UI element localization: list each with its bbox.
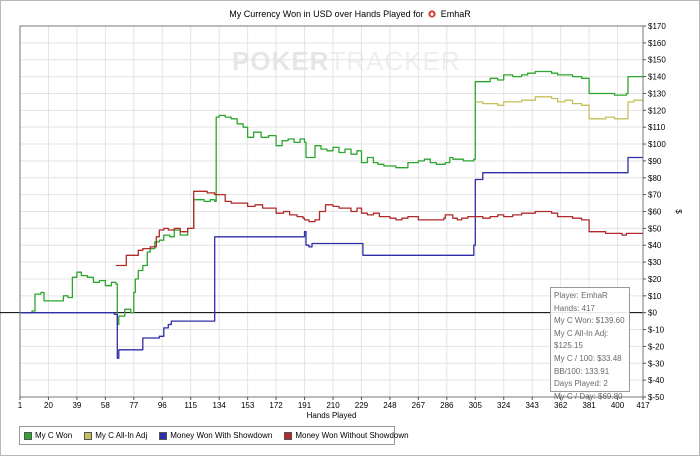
x-tick-label: 324	[497, 401, 511, 410]
legend-item: Money Won With Showdown	[159, 431, 272, 440]
y-tick-label: $10	[648, 292, 662, 301]
x-axis-title: Hands Played	[307, 411, 357, 420]
x-tick-label: 362	[554, 401, 568, 410]
chart-title-text: My Currency Won in USD over Hands Played…	[229, 9, 424, 19]
chart-title: My Currency Won in USD over Hands Played…	[0, 9, 700, 19]
axes: $-50 $-40 $-30 $-20 $-10 $0 $10 $20 $30 $40 $50 $60…	[18, 22, 667, 410]
y-tick-label: $140	[648, 73, 666, 82]
poker-site-icon	[428, 10, 436, 18]
x-tick-label: 58	[101, 401, 110, 410]
legend: My C Won My C All-In Adj Money Won With Sh…	[19, 426, 409, 445]
x-tick-label: 172	[269, 401, 283, 410]
x-tick-label: 267	[412, 401, 426, 410]
y-tick-label: $80	[648, 174, 662, 183]
legend-label: My C Won	[35, 431, 73, 440]
y-tick-label: $40	[648, 241, 662, 250]
legend-swatch	[84, 431, 93, 440]
stats-line: My C Won: $139.60	[554, 316, 625, 326]
y-tick-label: $170	[648, 22, 666, 31]
x-tick-label: 400	[611, 401, 625, 410]
x-tick-label: 39	[72, 401, 81, 410]
legend-swatch	[284, 431, 293, 440]
legend-swatch	[24, 431, 32, 440]
series-line-my-c-all-in-adj	[475, 96, 644, 120]
x-tick-label: 343	[525, 401, 539, 410]
y-tick-label: $100	[648, 140, 666, 149]
x-tick-label: 229	[355, 401, 369, 410]
y-tick-label: $30	[648, 258, 662, 267]
legend-label: My C All-In Adj	[95, 431, 148, 440]
x-tick-label: 20	[44, 401, 53, 410]
x-tick-label: 305	[469, 401, 483, 410]
y-tick-label: $110	[648, 123, 666, 132]
y-tick-label: $0	[648, 309, 657, 318]
stats-line: BB/100: 133.91	[554, 366, 610, 376]
y-tick-label: $-40	[648, 376, 665, 385]
stats-line: Player: EmhaR	[554, 291, 608, 300]
series-line-my-c-won	[20, 70, 644, 326]
y-tick-label: $20	[648, 275, 662, 284]
y-tick-label: $70	[648, 191, 662, 200]
y-tick-label: $130	[648, 89, 666, 98]
x-tick-label: 210	[326, 401, 340, 410]
stats-line: My C / Day: $69.80	[554, 391, 623, 401]
y-tick-label: $-10	[648, 326, 665, 335]
stats-line: Days Played: 2	[554, 379, 608, 389]
stats-line: Hands: 417	[554, 303, 595, 313]
x-tick-label: 381	[582, 401, 596, 410]
y-tick-label: $-30	[648, 359, 665, 368]
x-tick-label: 248	[383, 401, 397, 410]
x-tick-label: 1	[18, 401, 23, 410]
legend-item: My C All-In Adj	[84, 431, 147, 440]
y-tick-label: $90	[648, 157, 662, 166]
stats-line: My C / 100: $33.48	[554, 353, 622, 363]
x-tick-label: 153	[241, 401, 255, 410]
y-axis-title: $	[674, 209, 683, 214]
stats-box: Player: EmhaR Hands: 417 My C Won: $139.60…	[550, 287, 630, 401]
x-tick-label: 417	[636, 401, 650, 410]
legend-item: My C Won	[24, 431, 72, 440]
stats-line: My C All-In Adj: $125.15	[554, 328, 609, 351]
y-tick-label: $-50	[648, 393, 665, 402]
legend-swatch	[159, 431, 168, 440]
x-tick-label: 115	[184, 401, 197, 410]
x-tick-label: 77	[129, 401, 138, 410]
y-tick-label: $50	[648, 224, 662, 233]
y-tick-label: $60	[648, 208, 662, 217]
y-tick-label: $-20	[648, 342, 665, 351]
x-tick-label: 191	[298, 401, 312, 410]
y-tick-label: $150	[648, 56, 666, 65]
x-tick-label: 286	[440, 401, 454, 410]
series-line-money-won-with-showdown	[20, 156, 643, 359]
x-tick-label: 134	[213, 401, 227, 410]
y-tick-label: $120	[648, 106, 666, 115]
chart-title-player: EmhaR	[440, 9, 471, 19]
series-line-money-won-without-showdown	[115, 190, 643, 267]
series-layer	[20, 70, 644, 359]
x-tick-label: 96	[158, 401, 167, 410]
legend-label: Money Won Without Showdown	[295, 431, 409, 440]
legend-label: Money Won With Showdown	[170, 431, 273, 440]
legend-item: Money Won Without Showdown	[284, 431, 409, 440]
y-tick-label: $160	[648, 39, 666, 48]
